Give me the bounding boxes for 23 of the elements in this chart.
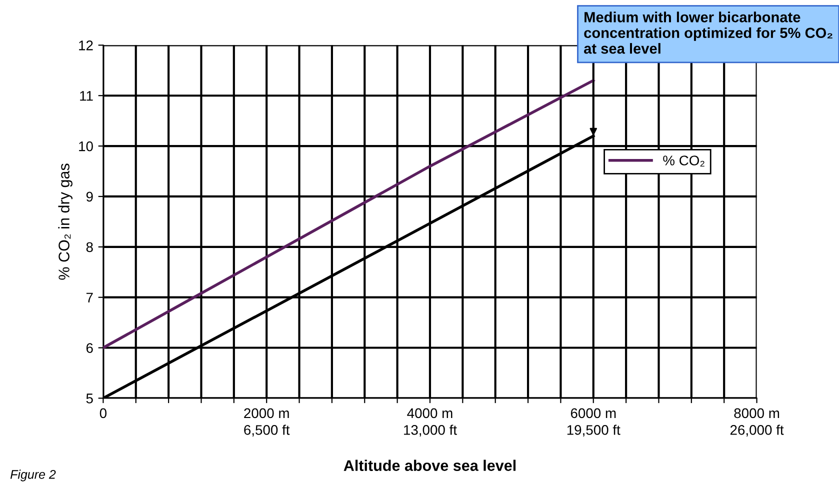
- y-axis-title: % CO₂ in dry gas: [58, 164, 72, 280]
- x-tick-label: 0: [100, 408, 107, 418]
- annotation: Medium with lower bicarbonate concentration optimized for 5% CO₂ at sea level: [584, 12, 832, 54]
- x2-tick-label: 26,000 ft: [730, 424, 784, 437]
- legend-label: % CO₂: [663, 156, 704, 166]
- y-tick-label: 9: [86, 192, 93, 202]
- y-tick-label: 12: [79, 40, 93, 50]
- y-tick-label: 5: [86, 394, 93, 404]
- y-tick-label: 11: [80, 91, 93, 101]
- y-tick-label: 10: [79, 141, 93, 152]
- x-tick-label: 6000 m: [570, 408, 616, 418]
- x2-tick-label: 13,000 ft: [404, 424, 457, 437]
- y-tick-label: 6: [86, 343, 93, 353]
- x-tick-label: 8000 m: [734, 408, 780, 418]
- line-series: [103, 79, 595, 350]
- y-tick-label: 7: [86, 292, 93, 302]
- x-tick-label: 2000 m: [244, 408, 289, 418]
- caption: Figure 2: [10, 470, 56, 482]
- x2-tick-label: 6,500 ft: [244, 424, 290, 437]
- x2-tick-label: 19,500 ft: [567, 424, 620, 437]
- y-tick-label: 8: [86, 242, 93, 252]
- x-tick-label: 4000 m: [407, 408, 452, 418]
- x-axis-title: Altitude above sea level: [344, 460, 516, 471]
